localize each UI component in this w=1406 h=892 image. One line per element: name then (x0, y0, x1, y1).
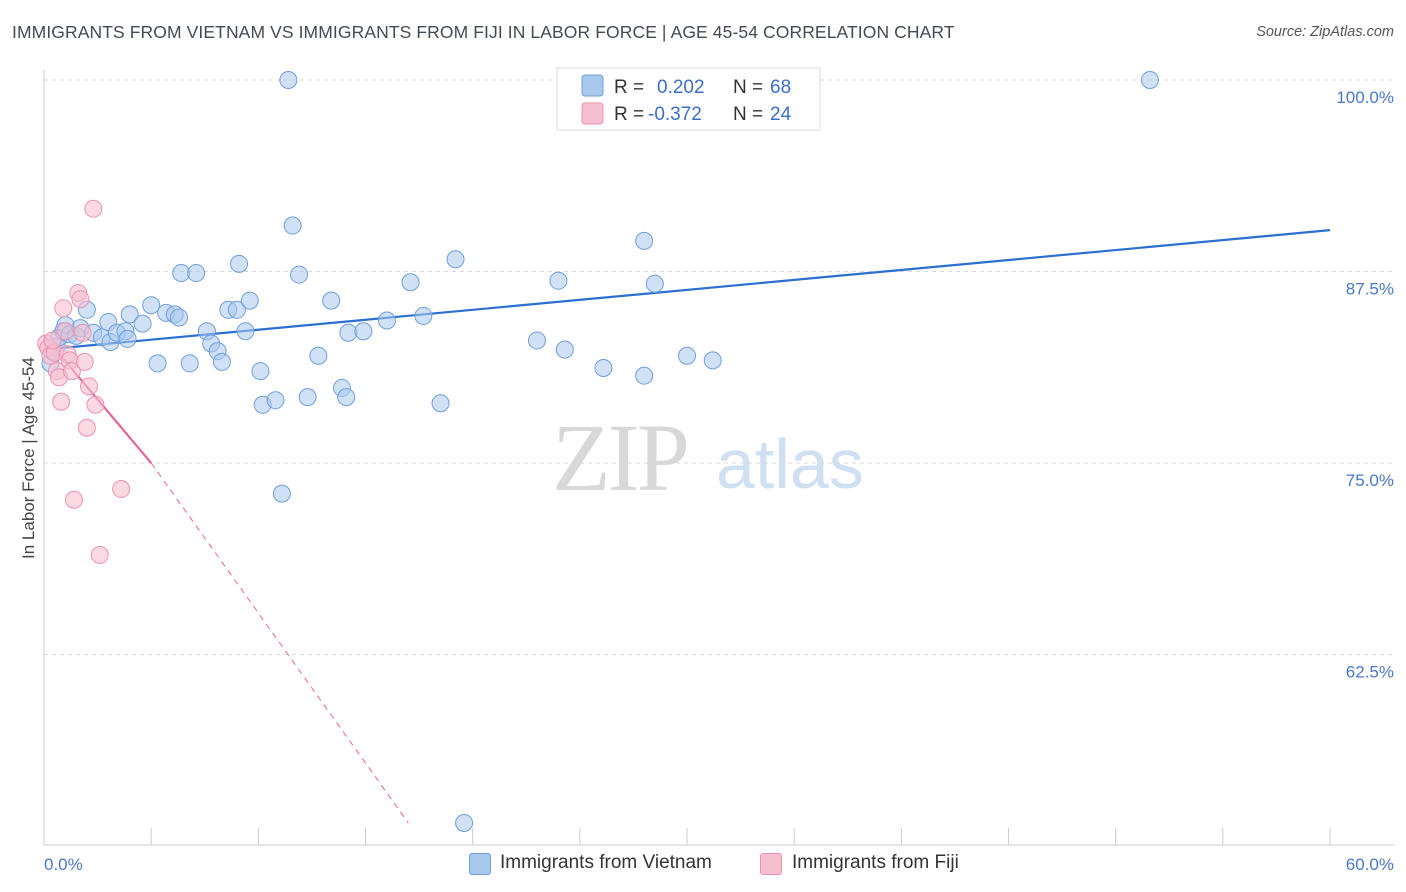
x-tick-marks (43, 828, 1331, 845)
vietnam-point-45 (322, 291, 341, 310)
vietnam-point-55 (455, 814, 474, 833)
series-legend: Immigrants from Vietnam Immigrants from … (0, 850, 1406, 880)
vietnam-point-17 (120, 305, 139, 324)
vietnam-point-48 (339, 323, 358, 342)
vietnam-point-24 (172, 264, 191, 283)
x-tick-label-min: 0.0% (44, 855, 83, 874)
fiji-point-22 (112, 480, 131, 499)
vietnam-point-58 (555, 340, 574, 359)
vietnam-point-60 (594, 359, 613, 378)
trend-line-vietnam (43, 229, 1331, 351)
trend-line-fiji-extension (150, 462, 409, 824)
legend-r-value-vietnam: 0.202 (657, 77, 705, 98)
vietnam-point-52 (414, 306, 433, 325)
series-swatch-fiji (760, 853, 782, 875)
fiji-point-14 (71, 290, 90, 309)
vietnam-point-42 (290, 265, 309, 284)
vietnam-point-43 (298, 388, 317, 407)
vietnam-point-57 (549, 271, 568, 290)
series-label-fiji: Immigrants from Fiji (792, 852, 959, 873)
y-tick-label-62.5: 62.5% (1346, 663, 1394, 682)
vietnam-point-30 (212, 352, 231, 371)
vietnam-point-33 (230, 254, 249, 273)
vietnam-point-61 (635, 366, 654, 385)
vietnam-point-34 (236, 322, 255, 341)
watermark-atlas: atlas (716, 425, 864, 503)
legend-r-value-fiji: -0.372 (648, 104, 702, 125)
legend-n-label-fiji: N = (733, 104, 763, 125)
fiji-point-21 (90, 545, 109, 564)
trend-lines (43, 229, 1331, 824)
vietnam-point-26 (187, 264, 206, 283)
vietnam-point-62 (635, 231, 654, 250)
legend-n-value-vietnam: 68 (770, 77, 791, 98)
y-tick-labels: 62.5% 75.0% 87.5% 100.0% (1336, 88, 1394, 682)
vietnam-point-38 (266, 391, 285, 410)
vietnam-point-35 (240, 291, 259, 310)
vietnam-point-56 (527, 331, 546, 350)
legend-swatch-fiji (581, 102, 604, 125)
legend-r-label-vietnam: R = (614, 77, 644, 98)
vietnam-point-32 (227, 300, 246, 319)
vietnam-point-19 (142, 296, 161, 315)
vietnam-point-54 (446, 250, 465, 269)
x-tick-label-max: 60.0% (1346, 855, 1394, 874)
legend-n-value-fiji: 24 (770, 104, 792, 125)
vietnam-point-36 (251, 362, 270, 381)
grid-lines (44, 79, 1394, 655)
vietnam-point-16 (118, 329, 137, 348)
vietnam-point-18 (133, 314, 152, 333)
vietnam-point-44 (309, 346, 328, 365)
legend-n-label-vietnam: N = (733, 77, 763, 98)
legend-swatch-vietnam (581, 74, 604, 97)
source-label: Source: ZipAtlas.com (1256, 24, 1394, 40)
vietnam-point-50 (377, 311, 396, 330)
vietnam-point-40 (279, 71, 298, 89)
vietnam-point-41 (283, 216, 302, 235)
vietnam-point-66 (1140, 71, 1159, 89)
vietnam-point-20 (148, 354, 167, 373)
vietnam-point-39 (272, 484, 291, 503)
series-label-vietnam: Immigrants from Vietnam (500, 852, 712, 873)
y-tick-label-100: 100.0% (1336, 88, 1394, 107)
y-axis-label: In Labor Force | Age 45-54 (19, 357, 38, 559)
vietnam-point-63 (645, 274, 664, 293)
fiji-point-16 (75, 352, 94, 371)
fiji-point-18 (80, 377, 99, 396)
correlation-legend: R = 0.202 N = 68 R = -0.372 N = 24 (556, 67, 821, 131)
fiji-point-19 (84, 199, 103, 218)
vietnam-point-51 (401, 273, 420, 292)
fiji-points (37, 199, 131, 564)
vietnam-point-49 (354, 322, 373, 341)
axes (43, 70, 1394, 846)
fiji-point-7 (54, 299, 73, 318)
fiji-point-12 (65, 490, 84, 509)
series-swatch-vietnam (469, 853, 491, 875)
vietnam-point-64 (678, 346, 696, 365)
legend-r-label-fiji: R = (614, 104, 644, 125)
fiji-point-11 (62, 362, 81, 381)
fiji-point-23 (43, 331, 62, 350)
fiji-point-17 (77, 418, 96, 437)
chart-title: IMMIGRANTS FROM VIETNAM VS IMMIGRANTS FR… (12, 22, 955, 42)
fiji-point-15 (73, 323, 92, 342)
vietnam-point-25 (180, 354, 199, 373)
fiji-point-20 (86, 395, 105, 414)
vietnam-point-65 (703, 351, 722, 370)
vietnam-point-47 (337, 388, 356, 407)
vietnam-point-53 (431, 394, 450, 413)
vietnam-point-23 (170, 308, 189, 327)
fiji-point-6 (52, 392, 71, 411)
y-tick-label-87.5: 87.5% (1346, 280, 1394, 299)
watermark-zip: ZIP (552, 404, 687, 511)
y-tick-label-75: 75.0% (1346, 471, 1394, 490)
